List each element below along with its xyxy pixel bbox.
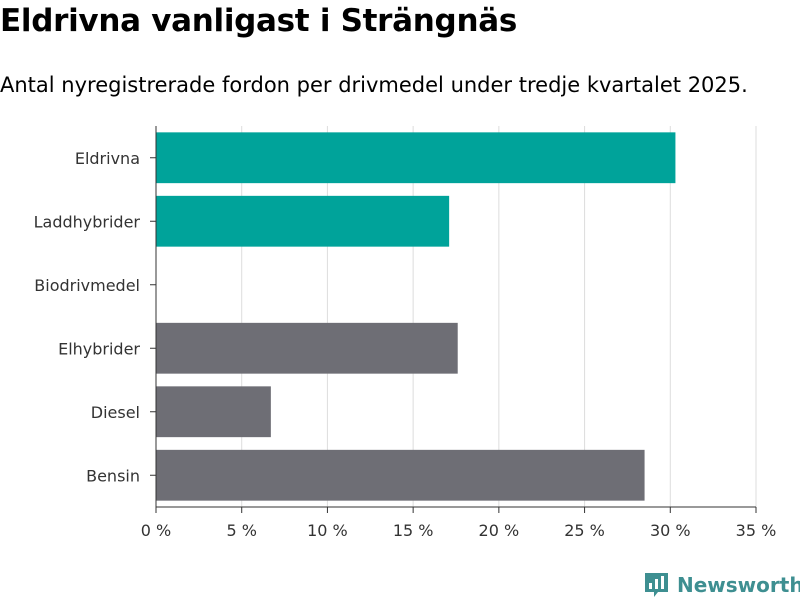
category-label: Bensin (86, 466, 140, 485)
bar-laddhybrider (156, 195, 450, 247)
bar-chart: 0 % 5 % 10 % 15 % 20 % 25 % 30 % 35 % Eldrivna La… (34, 126, 777, 540)
newsworthy-logo-icon (645, 573, 668, 597)
brand-name: Newsworthy (677, 573, 800, 597)
bars (156, 132, 676, 501)
category-label: Diesel (91, 403, 140, 422)
x-tick-label: 30 % (650, 521, 691, 540)
category-label: Eldrivna (75, 149, 140, 168)
category-label: Biodrivmedel (34, 276, 140, 295)
x-tick-label: 0 % (141, 521, 171, 540)
axes (150, 126, 757, 513)
x-tick-label: 25 % (564, 521, 605, 540)
bar-bensin (156, 449, 645, 501)
brand: Newsworthy (645, 570, 800, 600)
bar-eldrivna (156, 132, 676, 184)
x-tick-label: 35 % (736, 521, 777, 540)
x-tick-label: 20 % (479, 521, 520, 540)
chart-subtitle: Antal nyregistrerade fordon per drivmede… (0, 73, 748, 97)
category-label: Laddhybrider (34, 212, 141, 231)
x-tick-label: 15 % (393, 521, 434, 540)
category-label: Elhybrider (58, 339, 140, 358)
x-tick-label: 5 % (226, 521, 256, 540)
bar-diesel (156, 386, 271, 438)
x-tick-label: 10 % (307, 521, 348, 540)
gridlines (241, 126, 757, 507)
chart-title: Eldrivna vanligast i Strängnäs (0, 3, 517, 39)
bar-elhybrider (156, 322, 458, 374)
labels: 0 % 5 % 10 % 15 % 20 % 25 % 30 % 35 % Eldrivna La… (34, 149, 777, 540)
